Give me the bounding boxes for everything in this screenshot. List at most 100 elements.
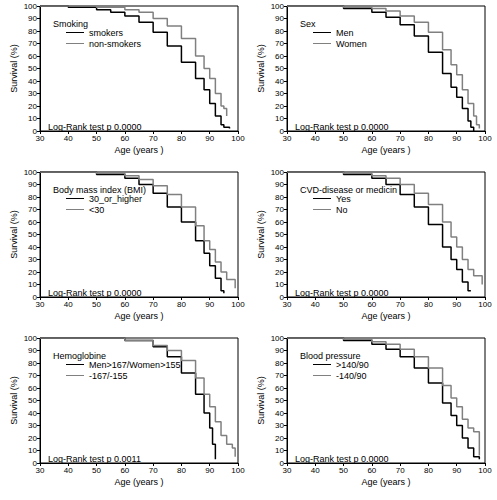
svg-text:90: 90 <box>452 300 461 309</box>
svg-text:Log-Rank test p 0.0000: Log-Rank test p 0.0000 <box>295 454 389 464</box>
svg-text:90: 90 <box>452 466 461 475</box>
svg-text:30: 30 <box>283 300 292 309</box>
svg-text:70: 70 <box>149 300 158 309</box>
svg-text:30: 30 <box>28 89 37 98</box>
svg-text:100: 100 <box>24 334 38 343</box>
svg-text:30: 30 <box>36 134 45 143</box>
svg-text:100: 100 <box>231 300 245 309</box>
svg-text:100: 100 <box>271 2 285 11</box>
svg-text:Survival (%): Survival (%) <box>9 376 19 425</box>
svg-text:30: 30 <box>275 421 284 430</box>
svg-text:-140/90: -140/90 <box>336 371 367 381</box>
svg-text:60: 60 <box>120 466 129 475</box>
svg-text:Survival (%): Survival (%) <box>256 376 266 425</box>
svg-text:50: 50 <box>275 396 284 405</box>
svg-text:Hemoglobine: Hemoglobine <box>53 351 106 361</box>
svg-text:20: 20 <box>275 268 284 277</box>
svg-text:80: 80 <box>424 466 433 475</box>
svg-text:Log-Rank test p 0.0011: Log-Rank test p 0.0011 <box>48 454 141 464</box>
svg-text:50: 50 <box>275 64 284 73</box>
svg-text:Log-Rank test p 0.0000: Log-Rank test p 0.0000 <box>48 122 142 132</box>
svg-text:90: 90 <box>275 346 284 355</box>
svg-text:Age (years ): Age (years ) <box>361 477 410 487</box>
svg-text:40: 40 <box>28 243 37 252</box>
svg-text:80: 80 <box>28 359 37 368</box>
svg-text:50: 50 <box>28 396 37 405</box>
svg-text:90: 90 <box>28 14 37 23</box>
svg-text:60: 60 <box>367 300 376 309</box>
svg-text:non-smokers: non-smokers <box>89 39 142 49</box>
svg-text:Sex: Sex <box>300 19 316 29</box>
svg-text:20: 20 <box>28 102 37 111</box>
svg-text:Log-Rank test p 0.0000: Log-Rank test p 0.0000 <box>48 288 142 298</box>
svg-text:70: 70 <box>396 466 405 475</box>
svg-text:20: 20 <box>28 268 37 277</box>
svg-text:100: 100 <box>24 168 38 177</box>
svg-text:80: 80 <box>177 134 186 143</box>
svg-text:100: 100 <box>478 300 492 309</box>
svg-text:40: 40 <box>28 409 37 418</box>
svg-text:50: 50 <box>275 230 284 239</box>
svg-text:Blood pressure: Blood pressure <box>300 351 361 361</box>
svg-text:Survival (%): Survival (%) <box>256 210 266 259</box>
svg-text:30: 30 <box>283 466 292 475</box>
svg-text:30_or_higher: 30_or_higher <box>89 194 142 204</box>
svg-text:70: 70 <box>28 371 37 380</box>
svg-text:80: 80 <box>424 300 433 309</box>
svg-text:100: 100 <box>231 134 245 143</box>
svg-text:80: 80 <box>275 27 284 36</box>
svg-text:50: 50 <box>92 300 101 309</box>
svg-text:Survival (%): Survival (%) <box>256 44 266 93</box>
svg-text:40: 40 <box>275 243 284 252</box>
svg-text:70: 70 <box>396 134 405 143</box>
svg-text:100: 100 <box>271 334 285 343</box>
svg-text:Age (years ): Age (years ) <box>114 145 163 155</box>
svg-text:10: 10 <box>275 280 284 289</box>
svg-text:90: 90 <box>205 300 214 309</box>
svg-text:50: 50 <box>28 230 37 239</box>
svg-text:70: 70 <box>149 466 158 475</box>
svg-text:60: 60 <box>275 52 284 61</box>
svg-text:Log-Rank test p 0.0000: Log-Rank test p 0.0000 <box>295 122 389 132</box>
svg-text:90: 90 <box>28 346 37 355</box>
svg-text:CVD-disease or medicin: CVD-disease or medicin <box>300 185 397 195</box>
svg-text:50: 50 <box>339 300 348 309</box>
svg-text:60: 60 <box>120 300 129 309</box>
svg-text:80: 80 <box>424 134 433 143</box>
svg-text:10: 10 <box>28 280 37 289</box>
svg-text:Men>167/Women>155: Men>167/Women>155 <box>89 360 180 370</box>
svg-text:60: 60 <box>28 384 37 393</box>
svg-text:Men: Men <box>336 28 354 38</box>
svg-text:20: 20 <box>275 102 284 111</box>
svg-text:40: 40 <box>64 300 73 309</box>
svg-text:100: 100 <box>231 466 245 475</box>
svg-text:90: 90 <box>275 14 284 23</box>
svg-text:40: 40 <box>28 77 37 86</box>
svg-text:30: 30 <box>28 421 37 430</box>
svg-text:10: 10 <box>28 446 37 455</box>
svg-text:60: 60 <box>275 218 284 227</box>
svg-text:70: 70 <box>28 39 37 48</box>
svg-text:70: 70 <box>28 205 37 214</box>
svg-text:90: 90 <box>452 134 461 143</box>
svg-text:20: 20 <box>275 434 284 443</box>
svg-text:70: 70 <box>149 134 158 143</box>
svg-text:100: 100 <box>478 466 492 475</box>
svg-text:70: 70 <box>275 371 284 380</box>
svg-text:90: 90 <box>205 466 214 475</box>
svg-text:90: 90 <box>205 134 214 143</box>
svg-text:50: 50 <box>339 466 348 475</box>
svg-text:80: 80 <box>275 359 284 368</box>
svg-text:30: 30 <box>275 255 284 264</box>
svg-text:60: 60 <box>120 134 129 143</box>
svg-text:10: 10 <box>28 114 37 123</box>
svg-text:60: 60 <box>367 134 376 143</box>
svg-text:80: 80 <box>177 466 186 475</box>
svg-text:Yes: Yes <box>336 194 351 204</box>
svg-text:40: 40 <box>311 466 320 475</box>
svg-text:70: 70 <box>275 205 284 214</box>
svg-text:<30: <30 <box>89 205 104 215</box>
svg-text:90: 90 <box>28 180 37 189</box>
svg-text:>140/90: >140/90 <box>336 360 369 370</box>
svg-text:Age (years ): Age (years ) <box>114 477 163 487</box>
